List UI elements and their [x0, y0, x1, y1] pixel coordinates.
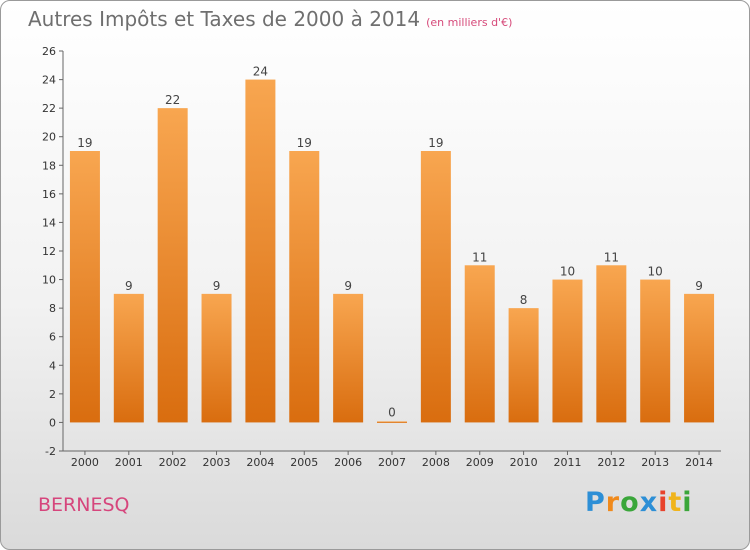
- x-tick-label: 2003: [203, 456, 231, 469]
- bar-value-label: 11: [604, 250, 619, 264]
- y-tick-label: 16: [42, 188, 56, 201]
- bar: [508, 308, 539, 423]
- logo-letter: i: [658, 487, 669, 518]
- x-tick-label: 2011: [553, 456, 581, 469]
- y-tick-label: 14: [42, 216, 56, 229]
- x-tick-label: 2007: [378, 456, 406, 469]
- x-tick-label: 2014: [685, 456, 713, 469]
- bar: [201, 293, 232, 423]
- y-tick-label: 24: [42, 74, 56, 87]
- logo-letter: P: [585, 487, 606, 518]
- chart-title: Autres Impôts et Taxes de 2000 à 2014 (en…: [28, 7, 513, 31]
- bar: [684, 293, 715, 423]
- y-tick-label: 22: [42, 102, 56, 115]
- y-tick-label: 18: [42, 159, 56, 172]
- bar-value-label: 24: [253, 65, 268, 79]
- y-tick-label: 26: [42, 45, 56, 58]
- bar: [420, 151, 451, 423]
- y-tick-label: 8: [49, 302, 56, 315]
- x-tick-label: 2010: [510, 456, 538, 469]
- proxiti-logo: Proxiti: [585, 487, 693, 518]
- bar: [552, 279, 583, 423]
- x-tick-label: 2002: [159, 456, 187, 469]
- y-tick-label: 4: [49, 359, 56, 372]
- x-tick-label: 2013: [641, 456, 669, 469]
- bar-value-label: 9: [695, 279, 703, 293]
- logo-letter: o: [620, 487, 640, 518]
- x-tick-label: 2008: [422, 456, 450, 469]
- bar: [245, 79, 276, 423]
- bar: [289, 151, 320, 423]
- bar: [113, 293, 144, 423]
- bar: [640, 279, 671, 423]
- x-tick-label: 2005: [290, 456, 318, 469]
- x-tick-label: 2000: [71, 456, 99, 469]
- y-tick-label: 0: [49, 416, 56, 429]
- bar-value-label: 9: [344, 279, 352, 293]
- y-tick-label: 2: [49, 388, 56, 401]
- y-tick-label: 6: [49, 331, 56, 344]
- bar-value-label: 0: [388, 405, 396, 419]
- logo-letter: x: [639, 487, 659, 518]
- bar: [333, 293, 364, 423]
- bar-value-label: 8: [520, 293, 528, 307]
- bar: [157, 108, 188, 423]
- x-tick-label: 2006: [334, 456, 362, 469]
- y-tick-label: -2: [45, 445, 56, 458]
- bar: [464, 265, 495, 423]
- commune-name: BERNESQ: [38, 494, 130, 516]
- bar-value-label: 10: [560, 265, 575, 279]
- bar-value-label: 19: [428, 136, 443, 150]
- x-tick-label: 2001: [115, 456, 143, 469]
- logo-letter: r: [605, 487, 621, 518]
- bar-value-label: 19: [77, 136, 92, 150]
- y-tick-label: 10: [42, 274, 56, 287]
- bar: [69, 151, 100, 423]
- bar-value-label: 22: [165, 93, 180, 107]
- bar-value-label: 9: [125, 279, 133, 293]
- logo-letter: t: [668, 487, 683, 518]
- bar: [596, 265, 627, 423]
- bar-value-label: 10: [648, 265, 663, 279]
- chart-subtitle: (en milliers d'€): [426, 16, 513, 29]
- y-tick-label: 20: [42, 131, 56, 144]
- x-tick-label: 2004: [246, 456, 274, 469]
- x-tick-label: 2012: [597, 456, 625, 469]
- bar-value-label: 9: [213, 279, 221, 293]
- bar-value-label: 19: [297, 136, 312, 150]
- bar: [377, 421, 407, 423]
- logo-letter: i: [682, 487, 693, 518]
- y-tick-label: 12: [42, 245, 56, 258]
- bar-value-label: 11: [472, 250, 487, 264]
- x-tick-label: 2009: [466, 456, 494, 469]
